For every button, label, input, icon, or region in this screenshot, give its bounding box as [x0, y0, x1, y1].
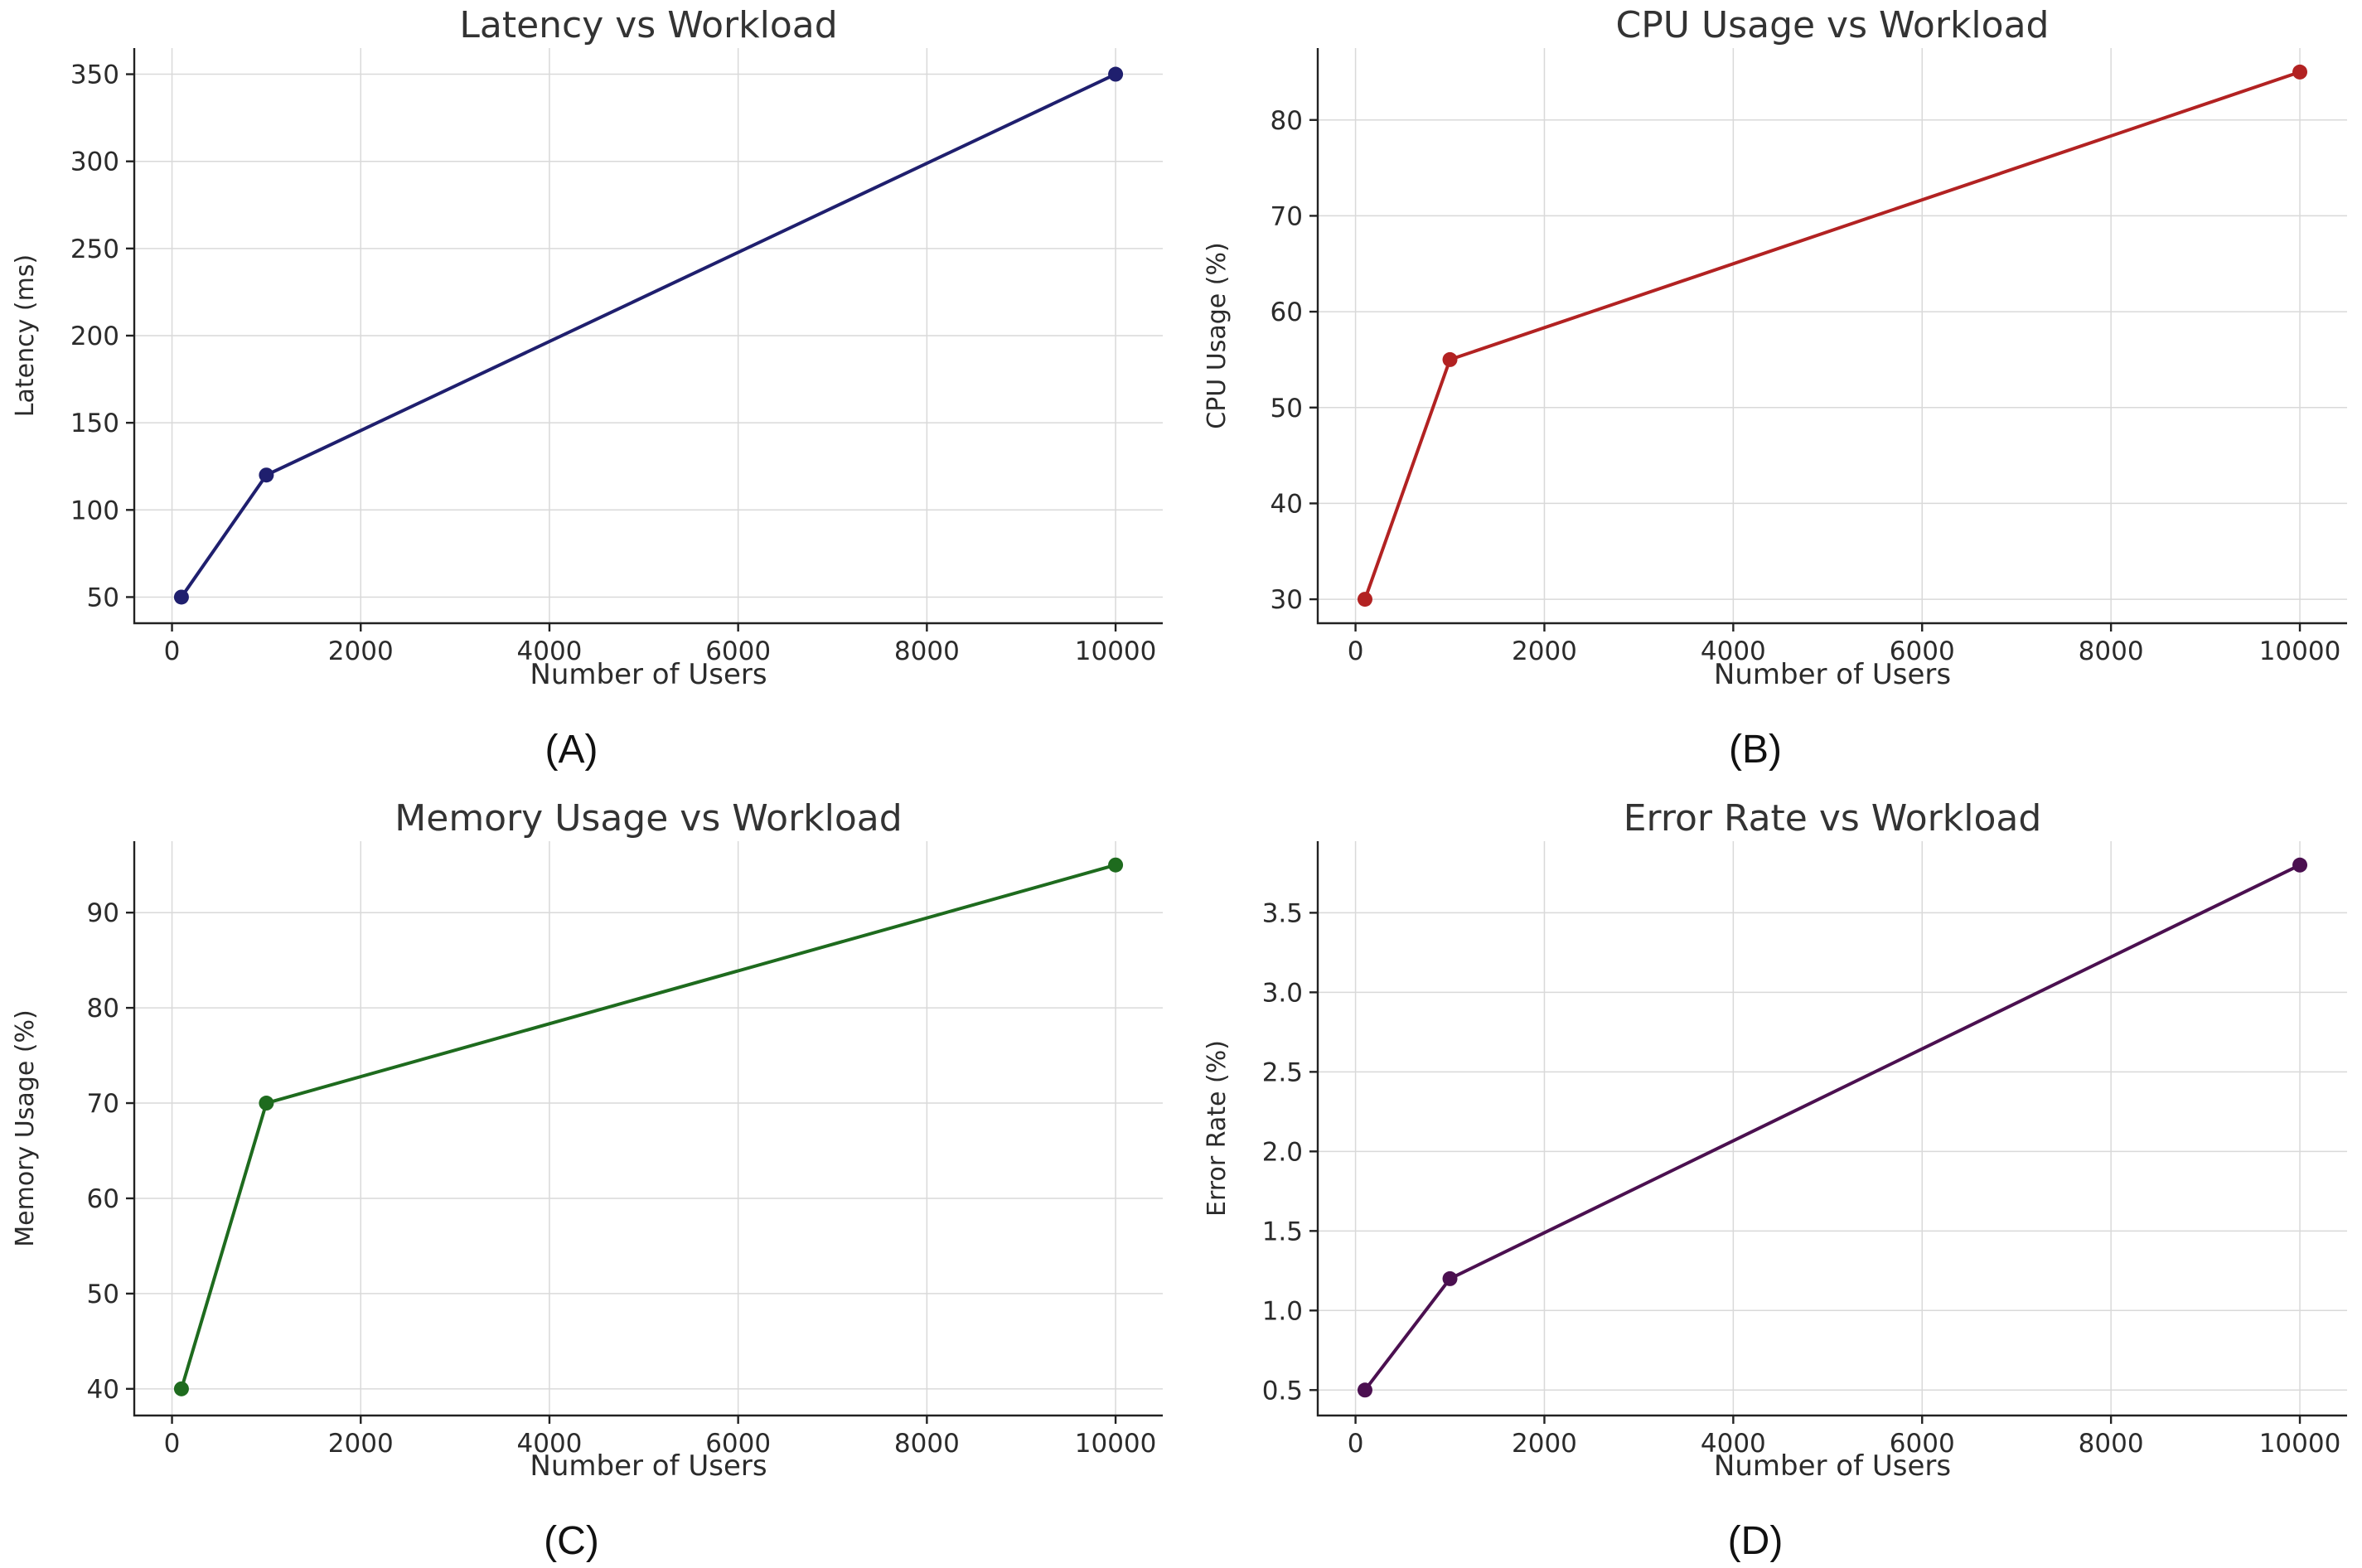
y-tick-label: 30: [1271, 585, 1303, 615]
x-axis-title: Number of Users: [530, 658, 767, 691]
y-tick-label: 150: [70, 409, 119, 438]
y-tick-label: 50: [1271, 394, 1303, 423]
data-point: [259, 467, 274, 483]
chart-title: Latency vs Workload: [459, 4, 837, 46]
x-tick-label: 0: [1348, 1429, 1364, 1459]
panel-label: (A): [545, 728, 598, 772]
x-tick-label: 0: [164, 1429, 181, 1459]
chart-title: CPU Usage vs Workload: [1616, 4, 2050, 46]
x-tick-label: 6000: [705, 1429, 771, 1459]
x-tick-label: 2000: [328, 1429, 394, 1459]
chart-panel-2: 0 2000 4000 6000 8000 10000 40 50 60 70 80 90 Memory…: [11, 797, 1163, 1563]
x-tick-label: 6000: [1890, 636, 1955, 666]
x-tick-label: 4000: [1701, 636, 1766, 666]
y-tick-label: 80: [87, 994, 119, 1024]
data-point: [259, 1096, 274, 1111]
panel-label: (B): [1729, 728, 1782, 772]
y-tick-label: 350: [70, 60, 119, 90]
y-tick-label: 250: [70, 235, 119, 264]
chart-panel-1: 0 2000 4000 6000 8000 10000 30 40 50 60 70 80 CPU Us…: [1203, 4, 2347, 772]
y-tick-label: 2.0: [1262, 1137, 1303, 1167]
y-tick-label: 200: [70, 322, 119, 351]
x-tick-label: 10000: [1075, 1429, 1157, 1459]
chart-title: Error Rate vs Workload: [1624, 797, 2042, 840]
x-tick-label: 8000: [2079, 1429, 2144, 1459]
chart-panel-0: 0 2000 4000 6000 8000 10000 50 100 150 200 250 300 3…: [11, 4, 1163, 772]
data-point: [1357, 1382, 1372, 1398]
y-tick-label: 40: [87, 1375, 119, 1405]
y-tick-label: 80: [1271, 106, 1303, 136]
series-line: [1363, 863, 2301, 1391]
y-axis-title: Memory Usage (%): [11, 1009, 40, 1246]
y-tick-label: 40: [1271, 489, 1303, 519]
y-tick-label: 0.5: [1262, 1376, 1303, 1406]
y-tick-label: 100: [70, 496, 119, 525]
data-point: [1357, 592, 1372, 607]
data-point: [1442, 351, 1458, 367]
x-tick-label: 10000: [2259, 636, 2341, 666]
x-axis-title: Number of Users: [530, 1449, 767, 1483]
x-tick-label: 8000: [894, 1429, 960, 1459]
axis-spines: [133, 48, 1163, 625]
y-tick-label: 300: [70, 148, 119, 177]
axis-spines: [1316, 48, 2347, 625]
x-tick-label: 10000: [1075, 636, 1157, 666]
x-tick-label: 2000: [328, 636, 394, 666]
chart-title: Memory Usage vs Workload: [394, 797, 902, 840]
y-tick-label: 70: [87, 1089, 119, 1119]
x-tick-label: 4000: [1701, 1429, 1766, 1459]
y-tick-label: 3.0: [1262, 978, 1303, 1008]
x-tick-label: 10000: [2259, 1429, 2341, 1459]
x-tick-label: 0: [164, 636, 181, 666]
y-tick-label: 1.5: [1262, 1217, 1303, 1246]
y-tick-label: 90: [87, 898, 119, 928]
axis-spines: [133, 841, 1163, 1417]
x-tick-label: 8000: [2079, 636, 2144, 666]
series-line: [1363, 70, 2301, 600]
y-tick-label: 60: [1271, 298, 1303, 327]
data-point: [1442, 1270, 1458, 1286]
y-axis-title: CPU Usage (%): [1203, 242, 1232, 428]
x-axis-title: Number of Users: [1714, 658, 1951, 691]
y-tick-label: 60: [87, 1184, 119, 1214]
data-point: [2292, 64, 2308, 80]
data-point: [2292, 857, 2308, 873]
x-tick-label: 6000: [1890, 1429, 1955, 1459]
y-tick-label: 1.0: [1262, 1296, 1303, 1326]
y-tick-label: 2.5: [1262, 1057, 1303, 1087]
data-point: [173, 1381, 189, 1396]
y-tick-label: 70: [1271, 201, 1303, 231]
x-tick-label: 4000: [517, 1429, 583, 1459]
y-tick-label: 3.5: [1262, 898, 1303, 928]
data-point: [1108, 857, 1124, 873]
series-line: [180, 863, 1116, 1390]
x-tick-label: 0: [1348, 636, 1364, 666]
data-point: [173, 589, 189, 605]
y-axis-title: Latency (ms): [11, 254, 40, 417]
chart-panel-3: 0 2000 4000 6000 8000 10000 0.5 1.0 1.5 2.0 2.5 3.0…: [1203, 797, 2347, 1563]
y-tick-label: 50: [87, 583, 119, 612]
data-point: [1108, 66, 1124, 82]
x-axis-title: Number of Users: [1714, 1449, 1951, 1483]
x-tick-label: 4000: [517, 636, 583, 666]
x-tick-label: 8000: [894, 636, 960, 666]
y-axis-title: Error Rate (%): [1203, 1040, 1232, 1217]
x-tick-label: 2000: [1512, 636, 1577, 666]
panel-label: (D): [1728, 1519, 1784, 1563]
y-tick-label: 50: [87, 1280, 119, 1309]
panel-label: (C): [544, 1519, 599, 1563]
x-tick-label: 2000: [1512, 1429, 1577, 1459]
axis-spines: [1316, 841, 2347, 1417]
x-tick-label: 6000: [705, 636, 771, 666]
